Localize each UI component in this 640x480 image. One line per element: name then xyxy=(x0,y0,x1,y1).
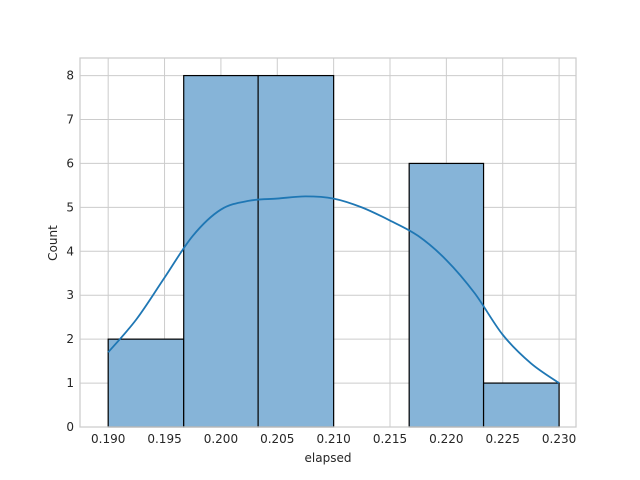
kde-line xyxy=(107,195,560,384)
x-tick-label: 0.225 xyxy=(486,432,520,446)
x-tick-label: 0.230 xyxy=(542,432,576,446)
x-tick-label: 0.210 xyxy=(316,432,350,446)
y-tick-label: 5 xyxy=(66,200,74,214)
y-axis-label: Count xyxy=(46,225,60,261)
y-tick-label: 3 xyxy=(66,288,74,302)
kde-curve-group xyxy=(107,195,560,384)
y-tick-label: 4 xyxy=(66,244,74,258)
x-tick-label: 0.205 xyxy=(260,432,294,446)
histogram-bar xyxy=(482,382,560,428)
y-tick-label: 0 xyxy=(66,420,74,434)
x-tick-label: 0.195 xyxy=(147,432,181,446)
x-tick-label: 0.220 xyxy=(429,432,463,446)
y-tick-label: 7 xyxy=(66,113,74,127)
x-tick-label: 0.215 xyxy=(373,432,407,446)
axes-frame xyxy=(79,57,577,428)
x-tick-labels: 0.190 0.195 0.200 0.205 0.210 0.215 0.220 0.225… xyxy=(91,432,576,446)
y-tick-label: 8 xyxy=(66,69,74,83)
y-tick-label: 6 xyxy=(66,156,74,170)
y-tick-label: 2 xyxy=(66,332,74,346)
histogram-bar xyxy=(107,338,185,428)
histogram-bar xyxy=(257,74,335,428)
plot-frame xyxy=(79,57,577,428)
histogram-bar xyxy=(183,74,259,428)
y-tick-label: 1 xyxy=(66,376,74,390)
x-tick-label: 0.200 xyxy=(204,432,238,446)
histogram-bar xyxy=(408,162,485,428)
x-axis-label: elapsed xyxy=(305,451,352,465)
x-tick-label: 0.190 xyxy=(91,432,125,446)
y-tick-labels: 0 1 2 3 4 5 6 7 8 xyxy=(66,69,74,434)
histogram-bars xyxy=(107,74,560,428)
